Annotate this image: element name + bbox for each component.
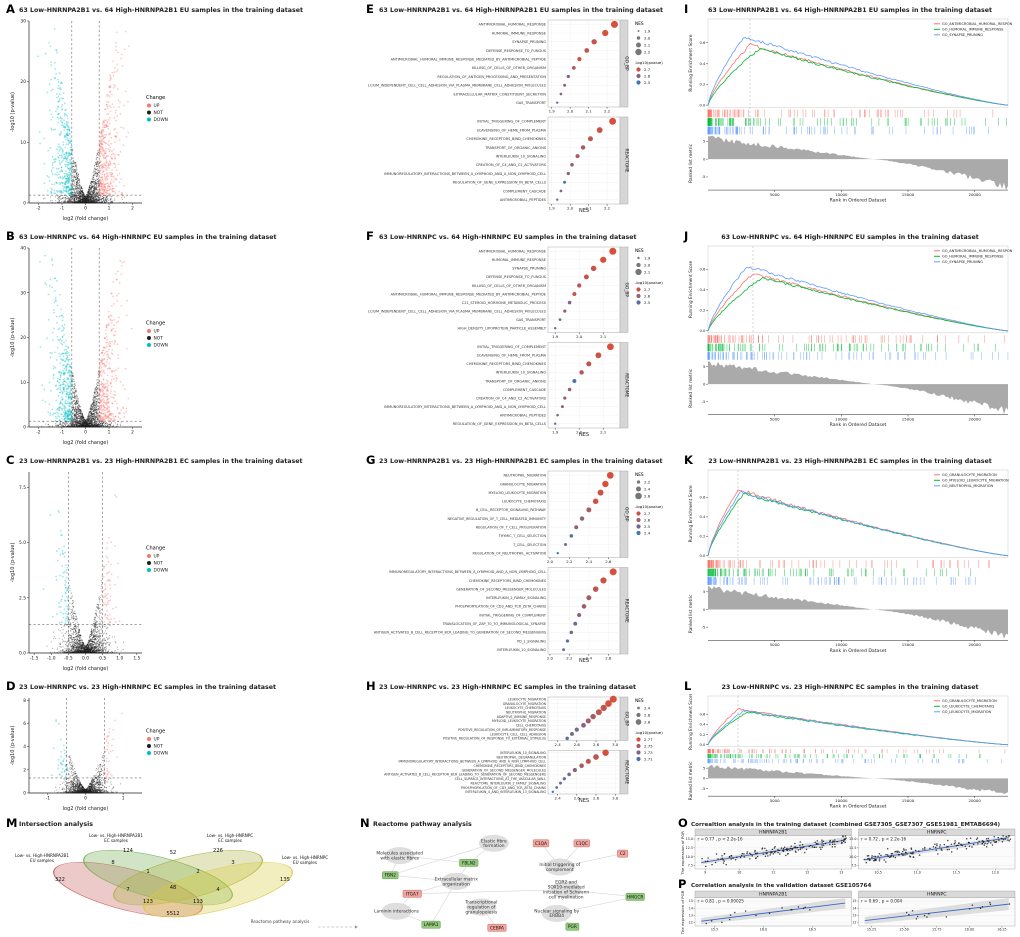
panel-c: C 23 Low-HNRNPA2B1 vs. 23 High-HNRNPA2B1… <box>6 453 362 679</box>
volcano-plot-c: -1.5 -1.0 -0.5 0.0 0.5 1.0 1.50.02.55.07.5log2… <box>10 472 168 672</box>
panel-letter-a: A <box>6 2 15 16</box>
panel-title-h: 23 Low-HNRNPC vs. 23 High-HNRNPC EC samp… <box>379 684 637 691</box>
panel-d: D 23 Low-HNRNPC vs. 23 High-HNRNPC EC sa… <box>6 679 362 817</box>
panel-letter-l: L <box>684 679 692 693</box>
panel-i: I 63 Low-HNRNPA2B1 vs. 64 High-HNRNPA2B1… <box>684 2 1016 230</box>
svg-text:-1: -1 <box>60 206 65 212</box>
panel-letter-o: O <box>678 816 688 830</box>
panel-letter-g: G <box>366 453 376 467</box>
panel-a: A 63 Low-HNRNPA2B1 vs. 64 High-HNRNPA2B1… <box>6 2 362 230</box>
panel-title-m: Intersection analysis <box>19 821 94 828</box>
correlation-plot-validation: The expression of PGR HNRNPA2B11213141515… <box>680 890 1016 935</box>
panel-o: O Correaltion analysis in the training d… <box>678 816 1018 880</box>
svg-text:2: 2 <box>131 206 134 212</box>
svg-text:DOWN: DOWN <box>154 117 168 123</box>
svg-text:-log10 (p-value): -log10 (p-value) <box>10 92 16 132</box>
panel-title-i: 63 Low-HNRNPA2B1 vs. 64 High-HNRNPA2B1 E… <box>707 7 993 14</box>
panel-title-b: 63 Low-HNRNPC vs. 64 High-HNRNPC EU samp… <box>19 234 277 241</box>
panel-letter-f: F <box>366 229 374 243</box>
panel-n: N Reactome pathway analysis Elastic fibr… <box>360 816 678 937</box>
panel-letter-c: C <box>6 453 15 467</box>
panel-l: L 23 Low-HNRNPC vs. 23 High-HNRNPC EC sa… <box>684 679 1016 817</box>
panel-letter-p: P <box>678 877 687 891</box>
gsea-dotplot-e: GO_BPANTIMICROBIAL_HUMORAL_RESPONSEHUMOR… <box>368 19 663 214</box>
panel-title-p: Correlation analysis in the validation d… <box>691 883 872 889</box>
panel-f: F 63 Low-HNRNPC vs. 64 High-HNRNPC EU sa… <box>366 229 678 453</box>
svg-text:10: 10 <box>20 140 26 146</box>
panel-title-d: 23 Low-HNRNPC vs. 23 High-HNRNPC EC samp… <box>19 684 277 691</box>
panel-m: M Intersection analysis 322 124 8 52 226 3 1 2 1… <box>6 816 360 937</box>
panel-title-e: 63 Low-HNRNPA2B1 vs. 64 High-HNRNPA2B1 E… <box>379 7 664 14</box>
panel-p: P Correlation analysis in the validation… <box>678 877 1018 937</box>
svg-text:30: 30 <box>20 19 26 25</box>
svg-text:NOT: NOT <box>154 110 164 116</box>
panel-letter-d: D <box>6 679 16 693</box>
panel-title-k: 23 Low-HNRNPA2B1 vs. 23 High-HNRNPA2B1 E… <box>708 458 992 465</box>
correlation-plot-training: The expression of PGR HNRNPA2B17.510.012.… <box>680 828 1016 876</box>
svg-text:Change: Change <box>146 95 165 101</box>
svg-text:-2: -2 <box>36 206 41 212</box>
panel-title-n: Reactome pathway analysis <box>373 821 472 828</box>
panel-e: E 63 Low-HNRNPA2B1 vs. 64 High-HNRNPA2B1… <box>366 2 678 230</box>
panel-letter-n: N <box>360 816 370 830</box>
panel-title-l: 23 Low-HNRNPC vs. 23 High-HNRNPC EC samp… <box>721 684 979 691</box>
panel-b: B 63 Low-HNRNPC vs. 64 High-HNRNPC EU sa… <box>6 229 362 453</box>
gsea-dotplot-f: GO_BPANTIMICROBIAL_HUMORAL_RESPONSEHUMOR… <box>368 246 663 438</box>
panel-letter-j: J <box>684 229 689 243</box>
panel-g: G 23 Low-HNRNPA2B1 vs. 23 High-HNRNPA2B1… <box>366 453 678 679</box>
panel-letter-k: K <box>684 453 693 467</box>
gsea-dotplot-h: GO_BPLEUKOCYTE_MIGRATIONGRANULOCYTE_MIGR… <box>384 695 663 804</box>
svg-text:UP: UP <box>154 103 160 109</box>
panel-title-c: 23 Low-HNRNPA2B1 vs. 23 High-HNRNPA2B1 E… <box>19 458 303 465</box>
panel-letter-e: E <box>366 2 374 16</box>
panel-title-j: 63 Low-HNRNPC vs. 64 High-HNRNPC EU samp… <box>721 234 979 241</box>
panel-j: J 63 Low-HNRNPC vs. 64 High-HNRNPC EU sa… <box>684 229 1016 453</box>
panel-letter-i: I <box>684 2 689 16</box>
svg-text:0: 0 <box>84 206 87 212</box>
panel-title-g: 23 Low-HNRNPA2B1 vs. 23 High-HNRNPA2B1 E… <box>379 458 663 465</box>
panel-letter-h: H <box>366 679 376 693</box>
gsea-dotplot-g: GO_BPNEUTROPHIL_MIGRATIONGRANULOCYTE_MIG… <box>374 470 663 664</box>
panel-k: K 23 Low-HNRNPA2B1 vs. 23 High-HNRNPA2B1… <box>684 453 1016 679</box>
panel-title-o: Correaltion analysis in the training dat… <box>691 822 1001 828</box>
panel-h: H 23 Low-HNRNPC vs. 23 High-HNRNPC EC sa… <box>366 679 678 817</box>
svg-text:20: 20 <box>20 79 26 85</box>
svg-text:0: 0 <box>23 201 26 207</box>
panel-letter-b: B <box>6 229 15 243</box>
panel-title-a: 63 Low-HNRNPA2B1 vs. 64 High-HNRNPA2B1 E… <box>19 7 304 14</box>
svg-text:1: 1 <box>108 206 111 212</box>
panel-letter-m: M <box>6 816 18 830</box>
panel-title-f: 63 Low-HNRNPC vs. 64 High-HNRNPC EU samp… <box>379 234 637 241</box>
svg-text:log2 (fold change): log2 (fold change) <box>63 216 109 222</box>
